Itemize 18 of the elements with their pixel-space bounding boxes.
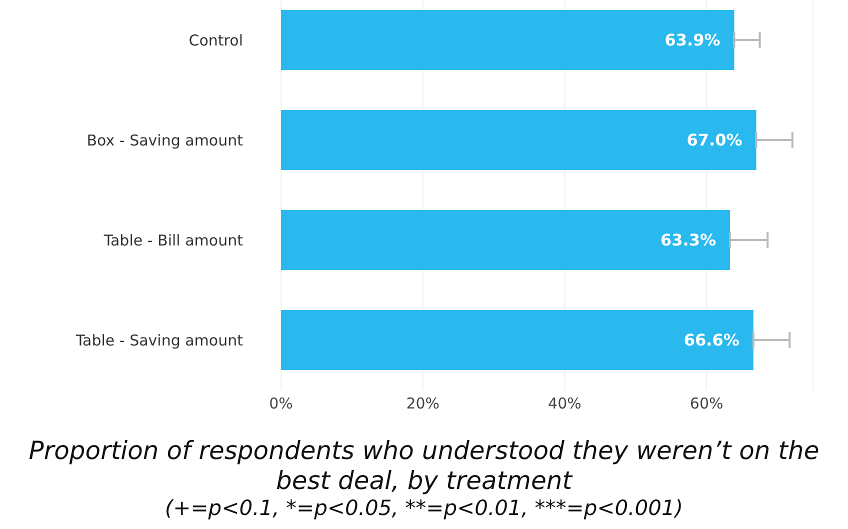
x-tick-label: 40% bbox=[548, 394, 582, 413]
x-tick-label: 20% bbox=[406, 394, 440, 413]
text: Proportion of respondents who understood they weren’t on the best deal, by treatment bbox=[28, 436, 820, 496]
bar bbox=[281, 110, 756, 170]
y-tick-label: Table - Saving amount bbox=[74, 331, 244, 350]
y-tick-label: Table - Bill amount bbox=[102, 231, 244, 250]
y-tick-label: Control bbox=[188, 31, 243, 50]
y-tick-label: Box - Saving amount bbox=[86, 131, 244, 150]
data-label: 67.0% bbox=[686, 130, 742, 150]
bar bbox=[281, 210, 730, 270]
data-label: 63.3% bbox=[660, 230, 716, 250]
bar bbox=[281, 10, 734, 70]
text: (+=p<0.1, *=p<0.05, **=p<0.01, ***=p<0.001) bbox=[164, 496, 684, 520]
x-tick-label: 60% bbox=[690, 394, 724, 413]
bar bbox=[281, 310, 754, 370]
data-label: 63.9% bbox=[664, 30, 720, 50]
data-label: 66.6% bbox=[684, 330, 740, 350]
x-tick-label: 0% bbox=[269, 394, 293, 413]
